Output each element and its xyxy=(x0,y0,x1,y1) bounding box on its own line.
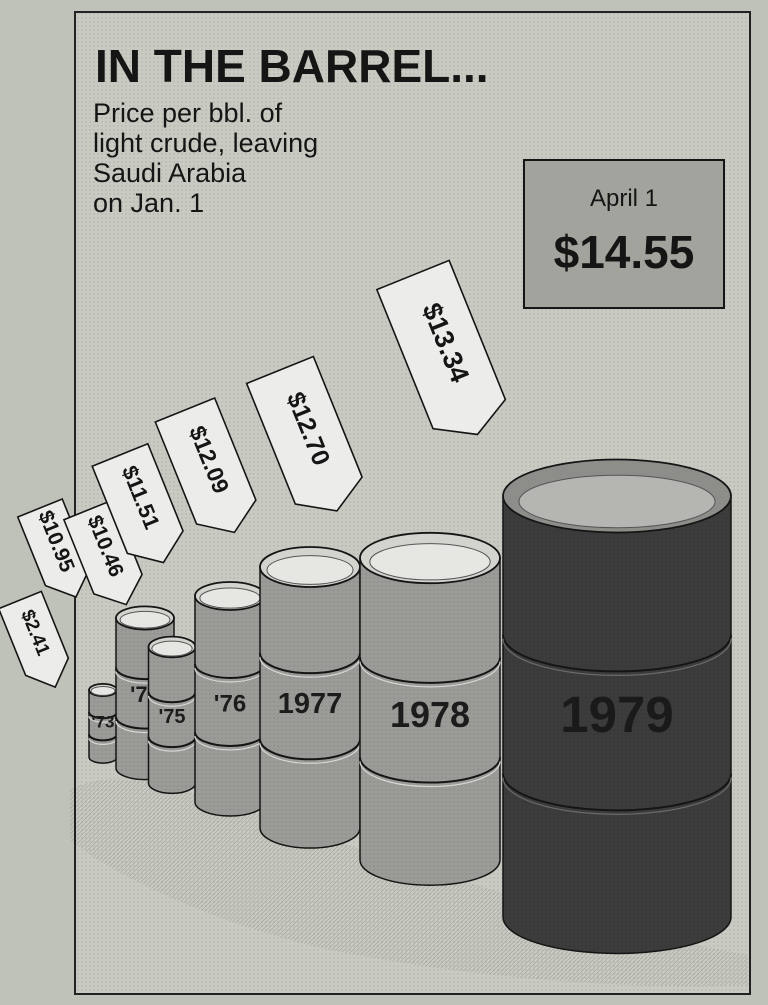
barrel-hoop-highlight xyxy=(259,657,361,678)
subtitle-line: Price per bbl. of xyxy=(93,98,283,128)
barrel-opening xyxy=(518,474,716,529)
barrel-opening xyxy=(151,640,193,657)
barrel: '73 xyxy=(88,682,118,764)
chart-subtitle: Price per bbl. of light crude, leaving S… xyxy=(93,98,318,218)
barrel: 1979 xyxy=(502,458,732,955)
subtitle-line: on Jan. 1 xyxy=(93,188,204,218)
inset-label: April 1 xyxy=(590,185,658,212)
barrel-hoop-highlight xyxy=(502,638,732,676)
price-tag-arrow xyxy=(91,442,184,564)
barrel-opening xyxy=(266,555,354,585)
inset-value: $14.55 xyxy=(554,226,695,278)
barrel-hoop-highlight xyxy=(259,743,361,764)
barrel-opening xyxy=(369,543,491,581)
price-tag-arrow xyxy=(375,259,507,436)
barrel-opening xyxy=(90,685,116,696)
barrel-hoop xyxy=(259,739,361,761)
subtitle-line: Saudi Arabia xyxy=(93,158,247,188)
barrel-year-label: '73 xyxy=(92,713,115,732)
barrel-hoop xyxy=(259,653,361,675)
barrels-group: '73'74'75'76 1977 1978 1979 xyxy=(88,458,732,955)
barrel-hoop xyxy=(359,757,501,784)
barrel-opening xyxy=(199,587,261,609)
price-tag-arrow xyxy=(0,590,70,689)
barrel-texture xyxy=(503,496,731,954)
barrel-hoop-highlight xyxy=(359,761,501,788)
inset-box xyxy=(523,159,725,309)
price-tag: $2.41 xyxy=(0,590,70,689)
price-tag: $13.34 xyxy=(375,259,507,436)
barrel-hoop-highlight xyxy=(502,777,732,815)
inset-price-box: April 1 $14.55 xyxy=(523,159,725,309)
barrel-hoop xyxy=(147,736,197,749)
barrel-opening xyxy=(119,610,171,629)
price-tag-arrow xyxy=(245,355,363,512)
barrel: '75 xyxy=(147,635,197,795)
barrel-texture xyxy=(148,647,196,794)
price-tag: $12.70 xyxy=(245,355,363,512)
barrel-hoop xyxy=(502,773,732,812)
price-tag: $11.51 xyxy=(91,442,184,564)
barrel-year-label: 1978 xyxy=(390,694,470,735)
barrel-hoop xyxy=(147,691,197,704)
barrel-hoop xyxy=(359,657,501,684)
subtitle-line: light crude, leaving xyxy=(93,128,318,158)
barrel-year-label: '76 xyxy=(214,690,246,717)
barrel-year-label: 1977 xyxy=(278,688,343,720)
chart-title: IN THE BARREL... xyxy=(95,40,489,92)
barrel-texture xyxy=(89,690,118,764)
barrel: 1978 xyxy=(359,531,501,886)
price-tags-group: $2.41$10.95 $10.46$11.51$12.09 $12.70$13.3… xyxy=(0,259,507,689)
barrel: 1977 xyxy=(259,546,361,849)
barrel-hoop-highlight xyxy=(147,695,197,707)
barrel-year-label: 1979 xyxy=(560,686,673,743)
barrel-hoop xyxy=(502,634,732,673)
barrel-hoop-highlight xyxy=(147,740,197,752)
barrel: '76 xyxy=(194,581,266,817)
price-tag: $12.09 xyxy=(154,396,257,534)
barrel-hoop-highlight xyxy=(359,661,501,688)
barrel-texture xyxy=(195,596,265,816)
barrel-texture xyxy=(260,567,360,848)
barrel-texture xyxy=(360,558,500,886)
barrel-year-label: '75 xyxy=(158,706,185,728)
price-tag-arrow xyxy=(154,396,257,534)
